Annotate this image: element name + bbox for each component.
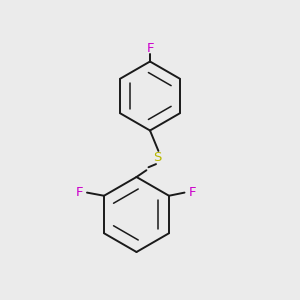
- Text: S: S: [153, 151, 162, 164]
- Text: F: F: [146, 42, 154, 55]
- Text: F: F: [188, 185, 196, 199]
- Text: F: F: [76, 185, 83, 199]
